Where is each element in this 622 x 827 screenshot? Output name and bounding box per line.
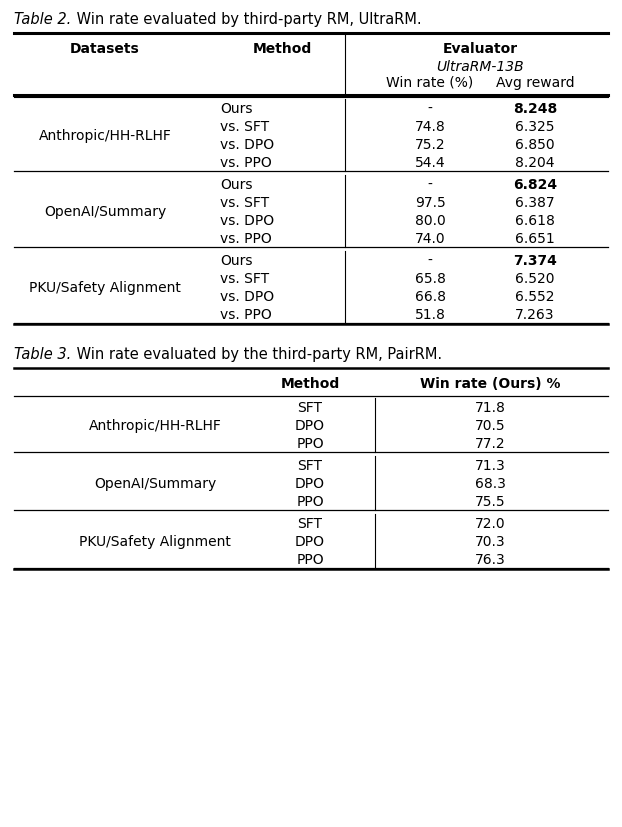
Text: -: - [427, 178, 432, 192]
Text: Table 3.: Table 3. [14, 347, 72, 361]
Text: 6.824: 6.824 [513, 178, 557, 192]
Text: 51.8: 51.8 [414, 308, 445, 322]
Text: 65.8: 65.8 [414, 272, 445, 285]
Text: Datasets: Datasets [70, 42, 140, 56]
Text: Evaluator: Evaluator [442, 42, 518, 56]
Text: Method: Method [253, 42, 312, 56]
Text: 7.374: 7.374 [513, 254, 557, 268]
Text: PPO: PPO [296, 437, 324, 451]
Text: Win rate (Ours) %: Win rate (Ours) % [420, 376, 560, 390]
Text: 68.3: 68.3 [475, 476, 506, 490]
Text: -: - [427, 254, 432, 268]
Text: Method: Method [281, 376, 340, 390]
Text: vs. SFT: vs. SFT [220, 120, 269, 134]
Text: 6.651: 6.651 [515, 232, 555, 246]
Text: 74.0: 74.0 [415, 232, 445, 246]
Text: 6.325: 6.325 [515, 120, 555, 134]
Text: Table 2.: Table 2. [14, 12, 72, 27]
Text: 97.5: 97.5 [415, 196, 445, 210]
Text: vs. SFT: vs. SFT [220, 272, 269, 285]
Text: 75.5: 75.5 [475, 495, 505, 509]
Text: 7.263: 7.263 [515, 308, 555, 322]
Text: Ours: Ours [220, 178, 253, 192]
Text: 76.3: 76.3 [475, 552, 505, 566]
Text: PPO: PPO [296, 495, 324, 509]
Text: 6.387: 6.387 [515, 196, 555, 210]
Text: OpenAI/Summary: OpenAI/Summary [44, 205, 166, 218]
Text: 71.8: 71.8 [475, 400, 506, 414]
Text: 54.4: 54.4 [415, 155, 445, 170]
Text: PKU/Safety Alignment: PKU/Safety Alignment [29, 280, 181, 294]
Text: 80.0: 80.0 [415, 213, 445, 227]
Text: OpenAI/Summary: OpenAI/Summary [94, 476, 216, 490]
Text: 72.0: 72.0 [475, 516, 505, 530]
Text: DPO: DPO [295, 476, 325, 490]
Text: 74.8: 74.8 [415, 120, 445, 134]
Text: SFT: SFT [297, 458, 322, 472]
Text: vs. PPO: vs. PPO [220, 308, 272, 322]
Text: 66.8: 66.8 [414, 289, 445, 304]
Text: 8.248: 8.248 [513, 102, 557, 116]
Text: SFT: SFT [297, 400, 322, 414]
Text: vs. DPO: vs. DPO [220, 289, 274, 304]
Text: PPO: PPO [296, 552, 324, 566]
Text: 6.552: 6.552 [515, 289, 555, 304]
Text: PKU/Safety Alignment: PKU/Safety Alignment [79, 534, 231, 548]
Text: Avg reward: Avg reward [496, 76, 574, 90]
Text: 75.2: 75.2 [415, 138, 445, 152]
Text: Win rate (%): Win rate (%) [386, 76, 473, 90]
Text: 70.5: 70.5 [475, 418, 505, 433]
Text: DPO: DPO [295, 534, 325, 548]
Text: Anthropic/HH-RLHF: Anthropic/HH-RLHF [88, 418, 221, 433]
Text: 6.618: 6.618 [515, 213, 555, 227]
Text: Win rate evaluated by third-party RM, UltraRM.: Win rate evaluated by third-party RM, Ul… [72, 12, 422, 27]
Text: 71.3: 71.3 [475, 458, 505, 472]
Text: vs. PPO: vs. PPO [220, 155, 272, 170]
Text: Ours: Ours [220, 102, 253, 116]
Text: 77.2: 77.2 [475, 437, 505, 451]
Text: UltraRM-13B: UltraRM-13B [436, 60, 524, 74]
Text: DPO: DPO [295, 418, 325, 433]
Text: 8.204: 8.204 [515, 155, 555, 170]
Text: 70.3: 70.3 [475, 534, 505, 548]
Text: vs. SFT: vs. SFT [220, 196, 269, 210]
Text: vs. DPO: vs. DPO [220, 213, 274, 227]
Text: 6.850: 6.850 [515, 138, 555, 152]
Text: Anthropic/HH-RLHF: Anthropic/HH-RLHF [39, 129, 172, 143]
Text: 6.520: 6.520 [515, 272, 555, 285]
Text: Ours: Ours [220, 254, 253, 268]
Text: vs. PPO: vs. PPO [220, 232, 272, 246]
Text: vs. DPO: vs. DPO [220, 138, 274, 152]
Text: Win rate evaluated by the third-party RM, PairRM.: Win rate evaluated by the third-party RM… [72, 347, 442, 361]
Text: SFT: SFT [297, 516, 322, 530]
Text: -: - [427, 102, 432, 116]
